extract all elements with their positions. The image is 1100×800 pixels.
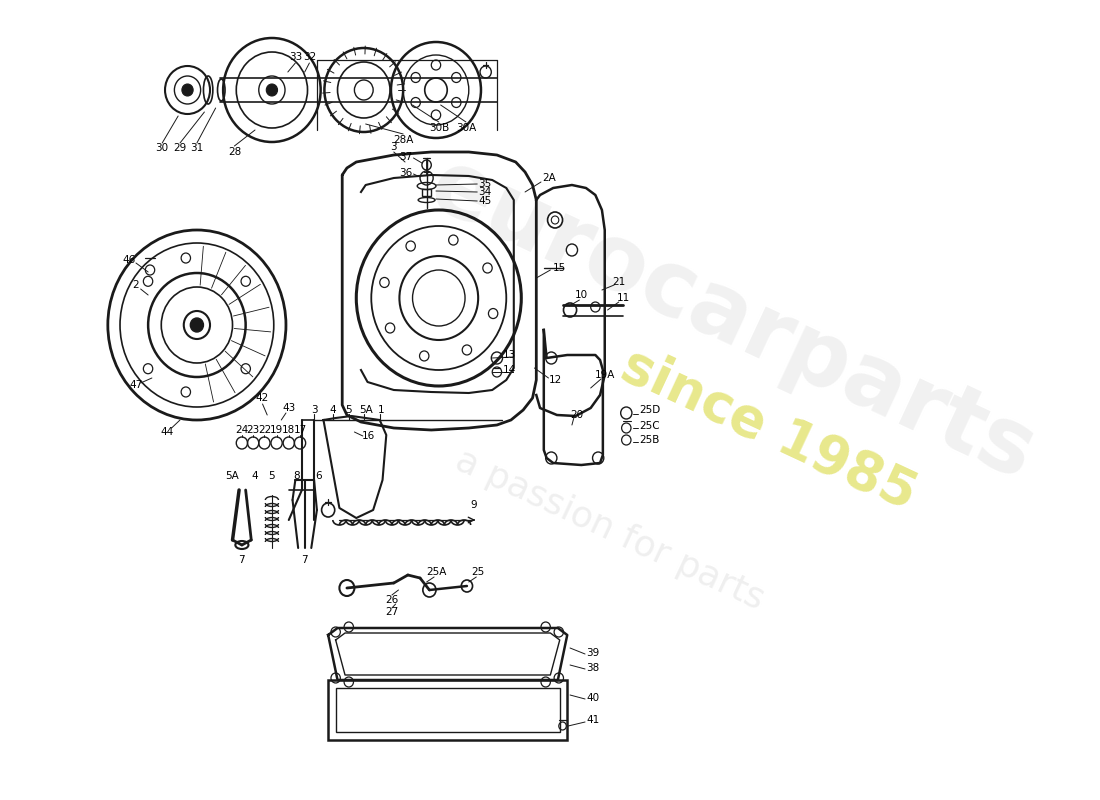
Text: 36: 36	[399, 168, 412, 178]
Text: 44: 44	[161, 427, 174, 437]
Text: 3: 3	[311, 405, 318, 415]
Text: 28A: 28A	[393, 135, 414, 145]
Text: 25C: 25C	[639, 421, 660, 431]
Text: since 1985: since 1985	[613, 339, 924, 521]
Polygon shape	[328, 628, 568, 680]
Text: 27: 27	[385, 607, 398, 617]
Text: 2A: 2A	[542, 173, 556, 183]
Text: 18: 18	[283, 425, 296, 435]
Text: 5A: 5A	[226, 471, 240, 481]
Text: 20: 20	[570, 410, 583, 420]
Text: a passion for parts: a passion for parts	[450, 443, 769, 617]
Text: 34: 34	[478, 187, 492, 197]
Text: 8: 8	[293, 471, 299, 481]
Text: 22: 22	[257, 425, 271, 435]
Circle shape	[266, 84, 277, 96]
Circle shape	[190, 318, 204, 332]
Text: 19: 19	[270, 425, 283, 435]
Bar	[422, 189, 431, 196]
Text: 39: 39	[586, 648, 600, 658]
Text: 24: 24	[235, 425, 249, 435]
Text: 32: 32	[302, 52, 316, 62]
Text: 4: 4	[252, 471, 258, 481]
Text: 42: 42	[256, 393, 270, 403]
Text: 30: 30	[155, 143, 168, 153]
Text: 43: 43	[283, 403, 296, 413]
Text: 31: 31	[190, 143, 204, 153]
Text: 23: 23	[246, 425, 260, 435]
Text: 4: 4	[330, 405, 337, 415]
Text: 5A: 5A	[359, 405, 373, 415]
Text: 12: 12	[549, 375, 562, 385]
Circle shape	[182, 84, 194, 96]
Text: 40: 40	[586, 693, 600, 703]
Text: 29: 29	[174, 143, 187, 153]
Text: 2: 2	[133, 280, 140, 290]
Text: 6: 6	[316, 471, 322, 481]
Text: 41: 41	[586, 715, 600, 725]
Text: 26: 26	[385, 595, 398, 605]
Text: 5: 5	[268, 471, 275, 481]
Text: 25: 25	[472, 567, 485, 577]
Text: 30A: 30A	[455, 123, 476, 133]
Text: 33: 33	[288, 52, 302, 62]
Text: 37: 37	[399, 152, 412, 162]
Text: 25A: 25A	[426, 567, 447, 577]
Text: 7: 7	[239, 555, 245, 565]
Text: 1: 1	[378, 405, 385, 415]
Text: 46: 46	[123, 255, 136, 265]
Text: 21: 21	[613, 277, 626, 287]
Text: 16: 16	[362, 431, 375, 441]
Text: 25D: 25D	[639, 405, 661, 415]
Text: 15: 15	[553, 263, 566, 273]
Text: 17: 17	[294, 425, 307, 435]
Text: 38: 38	[586, 663, 600, 673]
Text: 28: 28	[228, 147, 241, 157]
Text: 10: 10	[574, 290, 587, 300]
Text: 35: 35	[478, 179, 492, 189]
Bar	[328, 680, 568, 740]
Text: 13: 13	[503, 350, 516, 360]
Bar	[336, 688, 560, 732]
Text: 19A: 19A	[595, 370, 615, 380]
Text: 7: 7	[301, 555, 308, 565]
Text: 45: 45	[478, 196, 492, 206]
Text: 5: 5	[345, 405, 352, 415]
Text: 3: 3	[390, 142, 397, 152]
Text: 9: 9	[470, 500, 476, 510]
Text: 25B: 25B	[639, 435, 660, 445]
Text: 11: 11	[617, 293, 630, 303]
Text: 30B: 30B	[429, 123, 449, 133]
Text: 47: 47	[130, 380, 143, 390]
Text: 14: 14	[503, 365, 516, 375]
Text: eurocarparts: eurocarparts	[415, 141, 1048, 499]
